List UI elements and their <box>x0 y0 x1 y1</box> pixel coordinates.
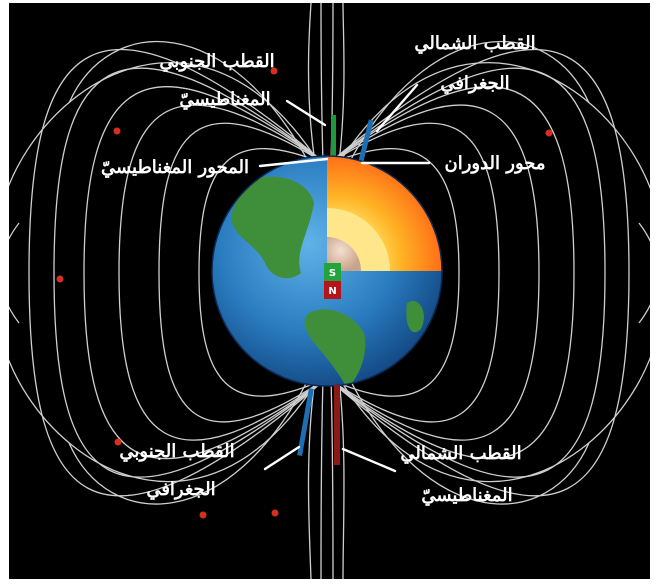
geographic-axis-south-segment <box>297 388 314 457</box>
magnetic-axis-south-segment <box>334 385 340 465</box>
diagram-svg: S N القطب الجنوبي المغناطيسيّ المحور الم… <box>9 3 650 579</box>
label-geographic-north-pole-2: الجغرافي <box>440 73 509 94</box>
field-markers <box>56 67 553 519</box>
label-geographic-north-pole-1: القطب الشمالي <box>414 33 535 54</box>
magnetic-axis-north-segment <box>331 115 336 181</box>
magnet-south-label: S <box>329 268 336 279</box>
magnet-north-label: N <box>328 286 336 297</box>
field-lines <box>9 3 650 579</box>
label-geographic-south-pole-1: القطب الجنوبي <box>119 441 234 462</box>
earth-magnetic-field-diagram: S N القطب الجنوبي المغناطيسيّ المحور الم… <box>9 3 650 579</box>
label-magnetic-axis: المحور المغناطيسيّ <box>101 157 249 178</box>
label-geographic-south-pole-2: الجغرافي <box>146 479 215 500</box>
labels: القطب الجنوبي المغناطيسيّ المحور المغناط… <box>101 33 546 506</box>
label-rotation-axis: محور الدوران <box>444 153 545 174</box>
label-magnetic-north-pole-2: المغناطيسيّ <box>421 485 512 506</box>
label-magnetic-south-pole-2: المغناطيسيّ <box>179 89 270 110</box>
label-magnetic-south-pole-1: القطب الجنوبي <box>159 51 274 72</box>
bar-magnet: S N <box>324 263 341 299</box>
label-magnetic-north-pole-1: القطب الشمالي <box>400 443 521 464</box>
pointer-lines <box>258 83 431 473</box>
